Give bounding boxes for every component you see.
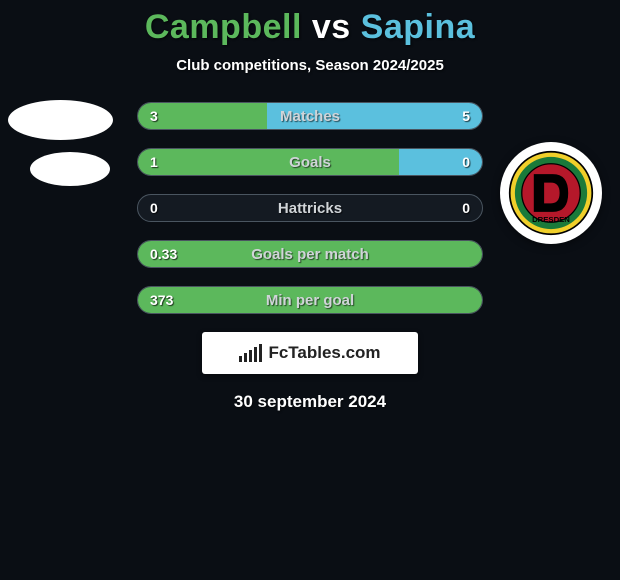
left-badge-placeholder-1 bbox=[8, 100, 113, 140]
dynamo-dresden-icon: DRESDEN bbox=[508, 150, 594, 236]
stat-label: Hattricks bbox=[138, 195, 482, 221]
right-club-badge: DRESDEN bbox=[500, 142, 602, 244]
stat-row: Min per goal373 bbox=[137, 286, 483, 314]
bar-fill-player1 bbox=[138, 287, 482, 313]
stat-value-player2: 5 bbox=[462, 103, 470, 129]
player2-name: Sapina bbox=[361, 8, 475, 46]
stat-value-player1: 0.33 bbox=[150, 241, 177, 267]
player1-name: Campbell bbox=[145, 8, 302, 46]
snapshot-date: 30 september 2024 bbox=[0, 392, 620, 412]
stat-value-player1: 1 bbox=[150, 149, 158, 175]
stat-value-player2: 0 bbox=[462, 149, 470, 175]
bar-fill-player1 bbox=[138, 241, 482, 267]
bar-fill-player1 bbox=[138, 149, 399, 175]
brand-text: FcTables.com bbox=[268, 343, 380, 363]
vs-text: vs bbox=[312, 8, 351, 46]
stat-row: Matches35 bbox=[137, 102, 483, 130]
stat-value-player1: 373 bbox=[150, 287, 173, 313]
left-badge-placeholder-2 bbox=[30, 152, 110, 186]
comparison-title: Campbell vs Sapina bbox=[0, 0, 620, 47]
stat-row: Goals per match0.33 bbox=[137, 240, 483, 268]
stat-value-player1: 0 bbox=[150, 195, 158, 221]
bar-chart-icon bbox=[239, 344, 262, 362]
bar-fill-player2 bbox=[267, 103, 482, 129]
comparison-arena: DRESDEN Matches35Goals10Hattricks00Goals… bbox=[0, 102, 620, 314]
stat-value-player2: 0 bbox=[462, 195, 470, 221]
svg-text:DRESDEN: DRESDEN bbox=[532, 215, 570, 224]
stat-row: Goals10 bbox=[137, 148, 483, 176]
stat-row: Hattricks0 0 bbox=[137, 194, 483, 222]
subtitle: Club competitions, Season 2024/2025 bbox=[0, 57, 620, 74]
stat-value-player1: 3 bbox=[150, 103, 158, 129]
fctables-logo: FcTables.com bbox=[202, 332, 418, 374]
stat-bars: Matches35Goals10Hattricks00Goals per mat… bbox=[137, 102, 483, 314]
